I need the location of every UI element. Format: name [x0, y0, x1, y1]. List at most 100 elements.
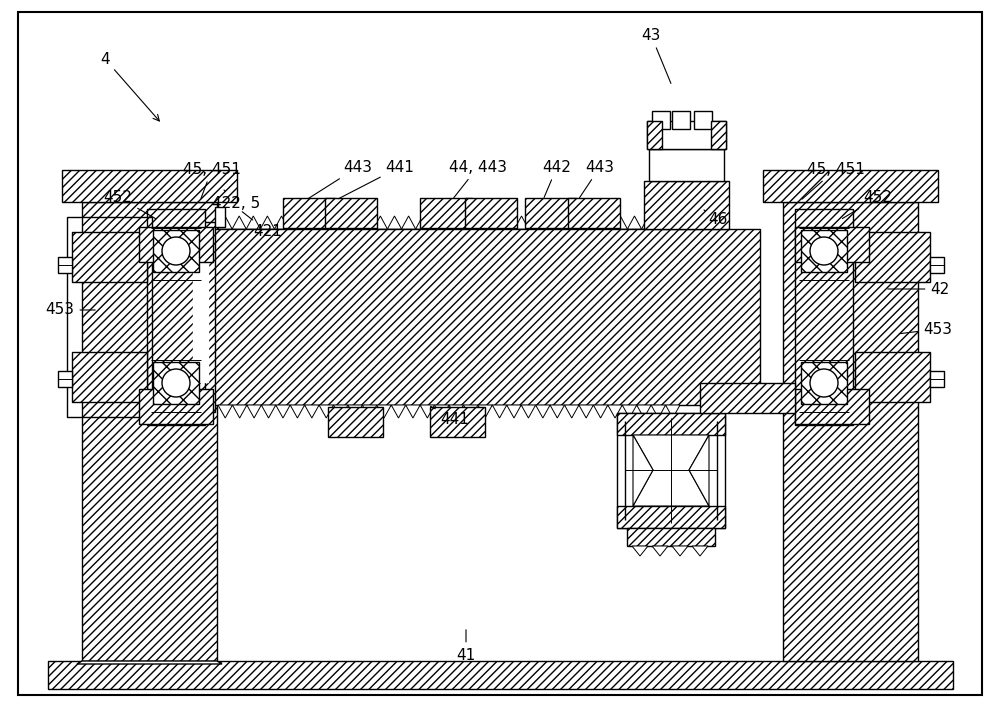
- Text: 441: 441: [338, 160, 414, 199]
- Text: 452: 452: [842, 189, 892, 218]
- Bar: [801, 230, 847, 272]
- Polygon shape: [458, 216, 472, 229]
- Polygon shape: [406, 405, 420, 418]
- Polygon shape: [303, 216, 317, 229]
- Text: 442: 442: [543, 160, 571, 197]
- Polygon shape: [692, 546, 708, 556]
- Polygon shape: [290, 405, 305, 418]
- Bar: [672, 111, 690, 129]
- Polygon shape: [218, 216, 232, 229]
- Circle shape: [810, 237, 838, 265]
- Polygon shape: [633, 435, 653, 506]
- Polygon shape: [444, 216, 458, 229]
- Polygon shape: [348, 405, 362, 418]
- Text: 443: 443: [580, 160, 614, 198]
- Bar: [783, 202, 918, 661]
- Polygon shape: [472, 216, 486, 229]
- Bar: [627, 528, 715, 546]
- Polygon shape: [362, 405, 377, 418]
- Bar: [153, 230, 199, 272]
- Bar: [193, 252, 208, 382]
- Polygon shape: [543, 216, 557, 229]
- Polygon shape: [536, 405, 550, 418]
- Polygon shape: [478, 405, 492, 418]
- Polygon shape: [632, 546, 648, 556]
- Polygon shape: [564, 405, 579, 418]
- Bar: [139, 389, 213, 424]
- Polygon shape: [622, 405, 637, 418]
- Polygon shape: [633, 435, 709, 506]
- Circle shape: [810, 369, 838, 397]
- Bar: [647, 121, 726, 149]
- Text: 453: 453: [46, 303, 95, 317]
- Text: 45, 451: 45, 451: [802, 161, 865, 199]
- Polygon shape: [331, 216, 345, 229]
- Polygon shape: [345, 216, 359, 229]
- Circle shape: [162, 369, 190, 397]
- Text: 453: 453: [900, 322, 952, 337]
- Polygon shape: [608, 405, 622, 418]
- Polygon shape: [274, 216, 289, 229]
- Bar: [48, 661, 953, 689]
- Bar: [139, 227, 213, 262]
- Bar: [763, 170, 938, 202]
- Bar: [200, 229, 760, 405]
- Bar: [652, 111, 670, 129]
- Bar: [82, 202, 217, 661]
- Polygon shape: [373, 216, 387, 229]
- Bar: [568, 198, 620, 228]
- Polygon shape: [420, 405, 435, 418]
- Text: 441: 441: [430, 407, 469, 426]
- Bar: [72, 352, 147, 402]
- Polygon shape: [377, 405, 391, 418]
- Polygon shape: [232, 405, 247, 418]
- Polygon shape: [435, 405, 449, 418]
- Polygon shape: [571, 216, 585, 229]
- Polygon shape: [305, 405, 319, 418]
- Bar: [328, 407, 383, 437]
- Polygon shape: [449, 405, 463, 418]
- Text: 4: 4: [100, 52, 159, 121]
- Bar: [647, 121, 662, 149]
- Bar: [215, 207, 225, 227]
- Polygon shape: [334, 405, 348, 418]
- Polygon shape: [387, 216, 402, 229]
- Polygon shape: [492, 405, 507, 418]
- Polygon shape: [218, 405, 232, 418]
- Bar: [795, 209, 853, 425]
- Bar: [325, 198, 377, 228]
- Polygon shape: [599, 216, 613, 229]
- Text: 422, 5: 422, 5: [212, 190, 260, 211]
- Polygon shape: [656, 216, 670, 229]
- Bar: [420, 198, 472, 228]
- Polygon shape: [289, 216, 303, 229]
- Polygon shape: [77, 661, 222, 664]
- Bar: [58, 257, 72, 273]
- Polygon shape: [430, 216, 444, 229]
- Polygon shape: [232, 216, 246, 229]
- Polygon shape: [637, 405, 651, 418]
- Bar: [855, 232, 930, 282]
- Text: 421: 421: [242, 211, 282, 240]
- Polygon shape: [642, 216, 656, 229]
- Polygon shape: [416, 216, 430, 229]
- Bar: [190, 222, 215, 412]
- Polygon shape: [557, 216, 571, 229]
- Polygon shape: [613, 216, 627, 229]
- Polygon shape: [585, 216, 599, 229]
- Text: 42: 42: [888, 281, 950, 296]
- Polygon shape: [319, 405, 334, 418]
- Polygon shape: [246, 216, 260, 229]
- Polygon shape: [463, 405, 478, 418]
- Bar: [649, 149, 724, 181]
- Bar: [694, 111, 712, 129]
- Polygon shape: [529, 216, 543, 229]
- Polygon shape: [579, 405, 593, 418]
- Bar: [795, 389, 869, 424]
- Polygon shape: [514, 216, 529, 229]
- Bar: [58, 371, 72, 387]
- Bar: [644, 181, 729, 229]
- Polygon shape: [684, 216, 698, 229]
- Bar: [147, 209, 205, 425]
- Bar: [430, 407, 485, 437]
